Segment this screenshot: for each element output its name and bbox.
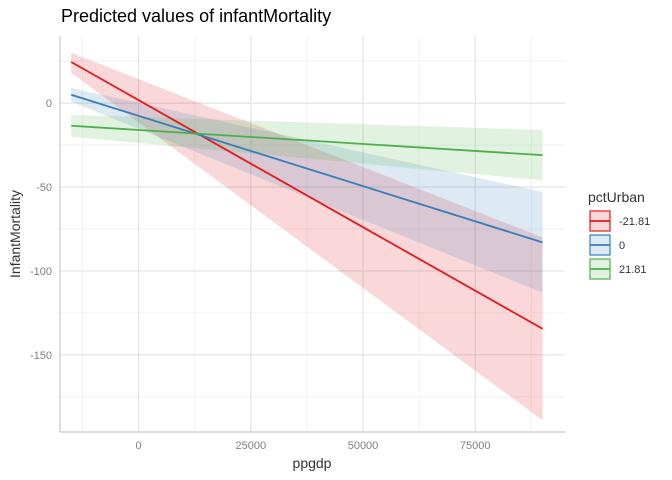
axes	[59, 36, 565, 433]
legend-title: pctUrban	[588, 189, 645, 205]
legend-label: 0	[619, 240, 625, 252]
legend-label: 21.81	[619, 264, 647, 276]
y-tick-label: 0	[46, 98, 52, 110]
line-21.81	[71, 124, 543, 157]
y-axis-title: InfantMortality	[7, 190, 23, 278]
x-tick-label: 75000	[460, 440, 491, 452]
series-lines	[70, 61, 543, 330]
chart-title: Predicted values of infantMortality	[61, 6, 331, 26]
grid	[60, 36, 565, 432]
ribbon--21.81	[71, 52, 543, 421]
line--21.81	[70, 61, 543, 330]
y-tick-label: -150	[30, 350, 52, 362]
x-axis-title: ppgdp	[293, 455, 332, 471]
tick-labels: 0 25000 50000 75000 0 -50 -100 -150	[30, 98, 491, 452]
x-tick-label: 0	[135, 440, 141, 452]
y-tick-label: -100	[30, 266, 52, 278]
x-tick-label: 25000	[235, 440, 266, 452]
ribbon-0	[71, 88, 543, 293]
x-tick-label: 50000	[348, 440, 379, 452]
legend-label: -21.81	[619, 216, 650, 228]
line-0	[70, 93, 543, 244]
legend: pctUrban -21.81 0 21.81	[588, 189, 650, 280]
y-tick-label: -50	[36, 182, 52, 194]
